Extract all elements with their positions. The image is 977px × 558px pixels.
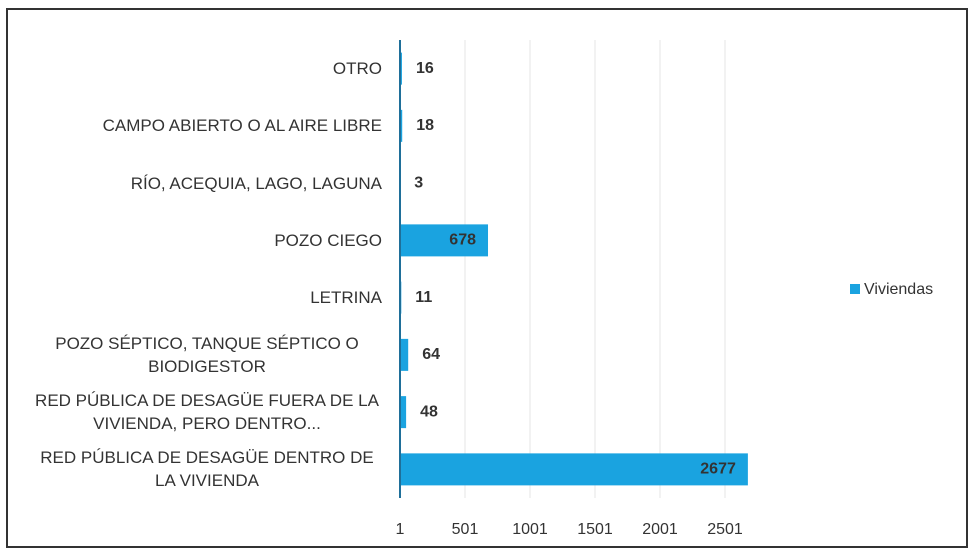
legend-swatch [850,284,860,294]
category-text: LETRINA [310,288,382,308]
y-tick-label: RED PÚBLICA DE DESAGÜE DENTRO DE LA VIVI… [20,441,382,498]
data-label: 18 [416,117,434,134]
category-text: CAMPO ABIERTO O AL AIRE LIBRE [102,116,382,136]
data-label: 11 [415,289,432,306]
y-tick-label: RÍO, ACEQUIA, LAGO, LAGUNA [20,155,382,212]
category-text: POZO CIEGO [274,230,382,250]
y-tick-label: POZO SÉPTICO, TANQUE SÉPTICO O BIODIGEST… [20,326,382,383]
y-tick-label: LETRINA [20,269,382,326]
x-tick-label: 2501 [707,521,743,538]
category-text: RÍO, ACEQUIA, LAGO, LAGUNA [130,173,382,193]
data-label: 678 [449,232,476,249]
bar [400,453,748,486]
x-tick-label: 1001 [512,521,548,538]
x-tick-label: 1 [396,521,405,538]
x-tick-label: 2001 [642,521,678,538]
category-text: OTRO [332,59,382,79]
category-text: POZO SÉPTICO, TANQUE SÉPTICO O BIODIGEST… [55,333,359,376]
bar [400,396,407,429]
bar [400,224,489,257]
chart-frame [6,8,968,548]
x-tick-label: 1501 [577,521,613,538]
bar [400,338,409,371]
data-label: 48 [420,403,438,420]
y-tick-label: CAMPO ABIERTO O AL AIRE LIBRE [20,97,382,154]
bar [400,109,403,142]
data-label: 3 [414,174,423,191]
data-label: 2677 [700,461,736,478]
data-label: 16 [416,60,434,77]
y-tick-label: RED PÚBLICA DE DESAGÜE FUERA DE LA VIVIE… [20,384,382,441]
data-label: 64 [422,346,440,363]
y-tick-label: POZO CIEGO [20,212,382,269]
category-text: RED PÚBLICA DE DESAGÜE DENTRO DE LA VIVI… [40,448,374,491]
legend-label: Viviendas [864,281,933,298]
category-text: RED PÚBLICA DE DESAGÜE FUERA DE LA VIVIE… [35,391,379,434]
x-tick-label: 501 [452,521,479,538]
y-tick-label: OTRO [20,40,382,97]
